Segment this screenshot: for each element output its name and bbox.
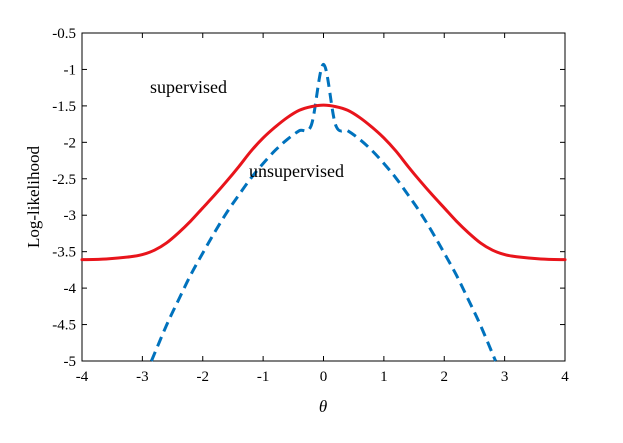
x-tick-label: -2: [197, 369, 210, 385]
y-tick-label: -4.5: [52, 318, 76, 334]
y-tick-label: -4: [64, 281, 77, 297]
series-supervised-line: [150, 62, 497, 362]
x-tick-label: 3: [501, 369, 509, 385]
tick-labels: -4 -3 -2 -1 0 1 2 3 4 -0.5 -1 -1.5 -2 -2.5 -3 -3.5 -4 -4.…: [52, 26, 569, 385]
y-tick-label: -3.5: [52, 245, 76, 261]
x-tick-label: 1: [380, 369, 388, 385]
axis-ticks: [81, 32, 566, 362]
series-unsupervised-line: [80, 103, 567, 262]
y-tick-label: -5: [64, 354, 77, 370]
x-tick-label: 2: [441, 369, 449, 385]
x-tick-label: 4: [561, 369, 569, 385]
y-tick-label: -0.5: [52, 26, 76, 42]
y-tick-label: -2: [64, 135, 77, 151]
y-tick-label: -1.5: [52, 99, 76, 115]
y-tick-label: -1: [64, 62, 77, 78]
x-tick-label: -1: [257, 369, 270, 385]
annotation-supervised: supervised: [150, 77, 227, 97]
x-tick-label: 0: [320, 369, 328, 385]
y-tick-label: -3: [64, 208, 77, 224]
x-tick-label: -3: [136, 369, 149, 385]
y-axis-label: Log-likelihood: [24, 146, 43, 248]
series-lines: [80, 62, 567, 362]
plot-area: [81, 32, 566, 362]
x-axis-label: θ: [319, 397, 327, 416]
x-tick-label: -4: [76, 369, 89, 385]
annotation-unsupervised: unsupervised: [249, 161, 344, 181]
y-tick-label: -2.5: [52, 172, 76, 188]
